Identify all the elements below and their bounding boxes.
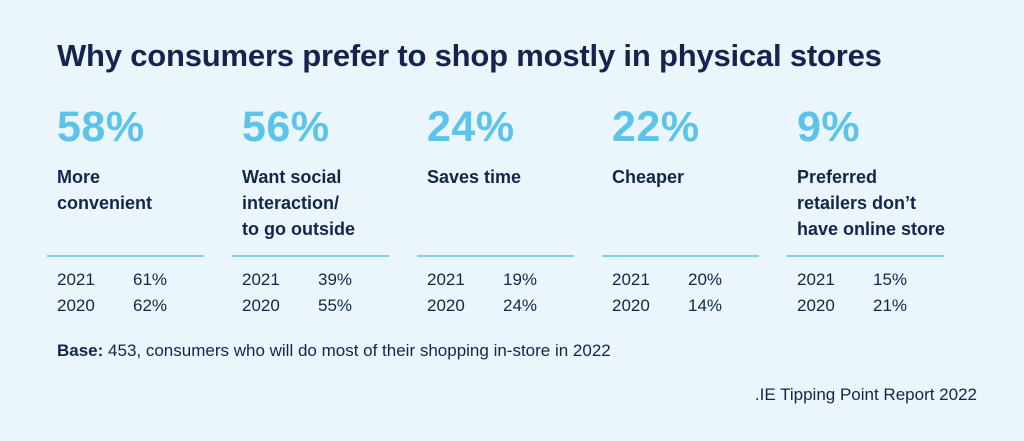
year-label: 2020 xyxy=(797,296,835,315)
stat-percentage: 24% xyxy=(427,103,515,151)
year-value: 14% xyxy=(688,296,723,315)
year-label: 2020 xyxy=(242,296,280,315)
stat-label-line: have online store xyxy=(797,219,946,239)
stat-column: 22% Cheaper xyxy=(612,104,772,244)
stat-label-line: More xyxy=(57,167,101,187)
year-row: 2020 14% xyxy=(612,293,722,319)
year-value: 21% xyxy=(873,296,908,315)
year-row: 2021 20% xyxy=(612,267,722,293)
stat-percentage: 22% xyxy=(612,103,700,151)
year-value: 19% xyxy=(503,270,538,289)
year-label: 2021 xyxy=(427,270,465,289)
year-value: 55% xyxy=(318,296,353,315)
chart-title: Why consumers prefer to shop mostly in p… xyxy=(57,38,882,73)
year-comparison: 2021 39% 2020 55% xyxy=(242,267,352,319)
base-prefix: Base: xyxy=(57,341,104,360)
stat-label-line: interaction/ xyxy=(242,193,340,213)
year-comparison: 2021 61% 2020 62% xyxy=(57,267,167,319)
stat-percentage: 58% xyxy=(57,103,145,151)
year-value: 20% xyxy=(688,270,723,289)
stat-label-line: Preferred xyxy=(797,167,878,187)
stat-label-line: Saves time xyxy=(427,167,522,187)
stat-label: Cheaper xyxy=(612,164,772,244)
year-row: 2021 39% xyxy=(242,267,352,293)
stat-label: Preferred retailers don’t have online stor… xyxy=(797,164,957,244)
column-divider xyxy=(602,255,759,257)
source-credit: .IE Tipping Point Report 2022 xyxy=(754,385,977,404)
year-label: 2021 xyxy=(797,270,835,289)
year-comparison: 2021 20% 2020 14% xyxy=(612,267,722,319)
year-comparison: 2021 19% 2020 24% xyxy=(427,267,537,319)
year-label: 2021 xyxy=(612,270,650,289)
year-row: 2020 24% xyxy=(427,293,537,319)
stat-column: 24% Saves time xyxy=(427,104,587,244)
year-row: 2021 61% xyxy=(57,267,167,293)
year-label: 2020 xyxy=(57,296,95,315)
year-row: 2020 55% xyxy=(242,293,352,319)
year-row: 2021 15% xyxy=(797,267,907,293)
base-text: 453, consumers who will do most of their… xyxy=(103,341,611,360)
year-label: 2020 xyxy=(427,296,465,315)
year-label: 2021 xyxy=(57,270,95,289)
year-value: 62% xyxy=(133,296,168,315)
year-row: 2020 21% xyxy=(797,293,907,319)
stat-percentage: 9% xyxy=(797,103,861,151)
year-value: 15% xyxy=(873,270,908,289)
column-divider xyxy=(232,255,389,257)
year-value: 61% xyxy=(133,270,168,289)
stat-column: 56% Want social interaction/to go outside xyxy=(242,104,402,244)
year-comparison: 2021 15% 2020 21% xyxy=(797,267,907,319)
year-label: 2021 xyxy=(242,270,280,289)
stat-label-line: Cheaper xyxy=(612,167,685,187)
stat-label-line: convenient xyxy=(57,193,153,213)
column-divider xyxy=(787,255,944,257)
stat-label-line: Want social xyxy=(242,167,342,187)
stat-label: Saves time xyxy=(427,164,587,244)
column-divider xyxy=(47,255,204,257)
year-row: 2021 19% xyxy=(427,267,537,293)
stat-percentage: 56% xyxy=(242,103,330,151)
stat-column: 9% Preferred retailers don’t have online st… xyxy=(797,104,957,244)
base-note: Base: 453, consumers who will do most of… xyxy=(57,341,611,361)
column-divider xyxy=(417,255,574,257)
stat-label: Want social interaction/to go outside xyxy=(242,164,402,244)
year-value: 39% xyxy=(318,270,353,289)
year-label: 2020 xyxy=(612,296,650,315)
stat-label-line: to go outside xyxy=(242,219,355,239)
stat-label-line: retailers don’t xyxy=(797,193,917,213)
stat-column: 58% More convenient xyxy=(57,104,217,244)
stat-label: More convenient xyxy=(57,164,217,244)
year-value: 24% xyxy=(503,296,538,315)
year-row: 2020 62% xyxy=(57,293,167,319)
